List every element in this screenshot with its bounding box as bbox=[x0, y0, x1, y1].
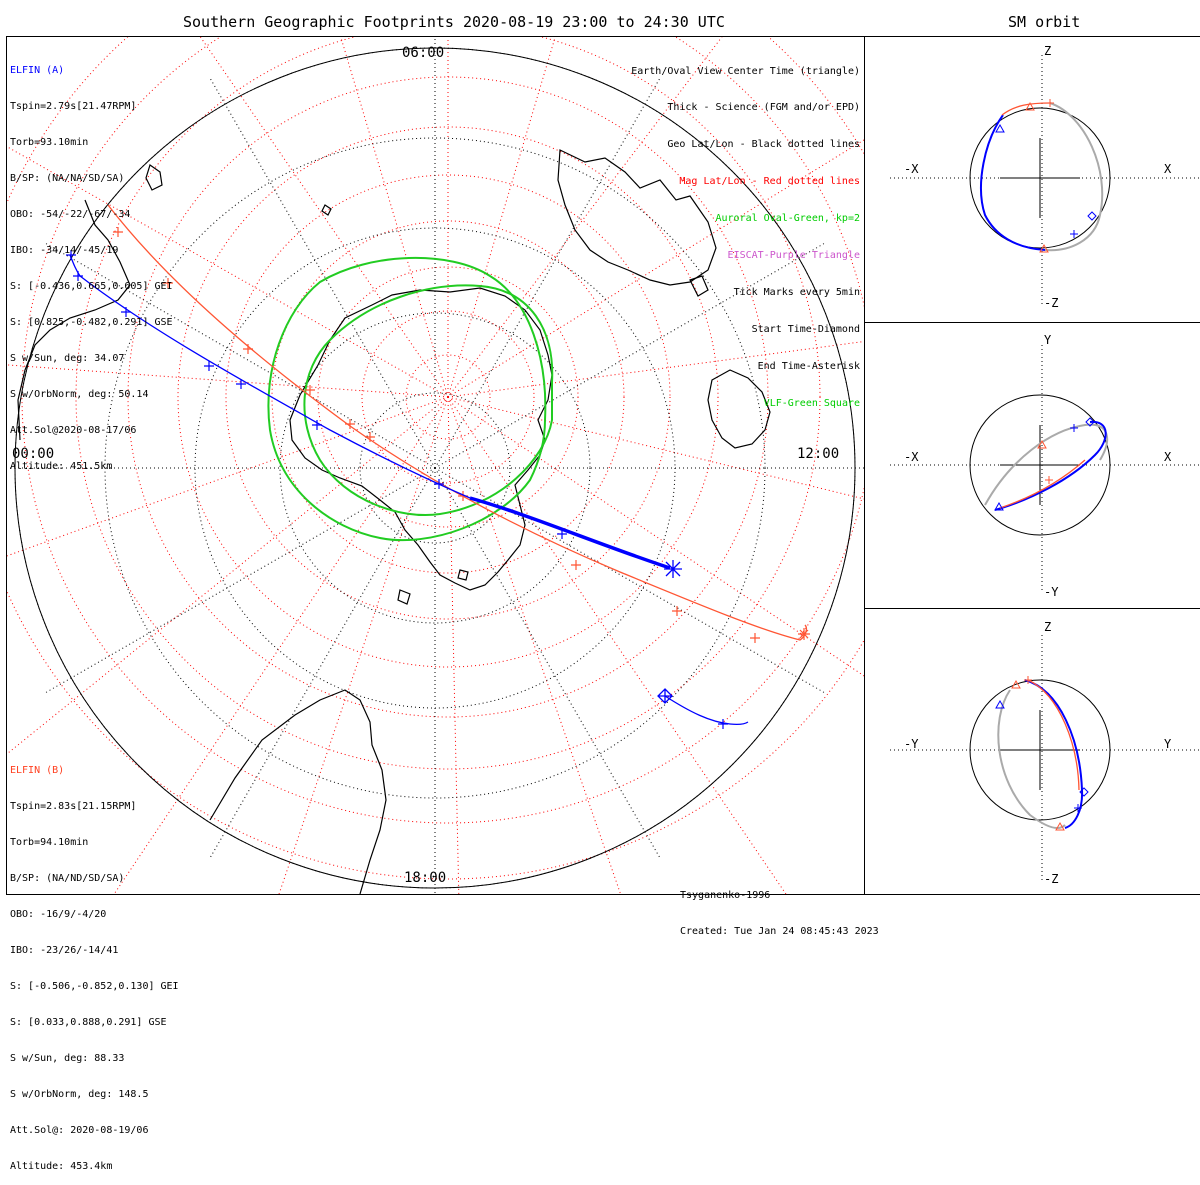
legend-item: End Time-Asterisk bbox=[757, 360, 860, 372]
orbit-divider-1 bbox=[864, 322, 1200, 323]
elfin-b-end-asterisk bbox=[798, 628, 810, 640]
elfin-b-info: ELFIN (B) Tspin=2.83s[21.15RPM] Torb=94.… bbox=[10, 741, 179, 1185]
australia-outline bbox=[557, 149, 717, 286]
elfin-a-name: ELFIN (A) bbox=[10, 65, 65, 76]
footer-created: Created: Tue Jan 24 08:45:43 2023 bbox=[680, 926, 879, 937]
south-america-outline bbox=[209, 689, 387, 894]
legend-item: Auroral Oval-Green, kp=2 bbox=[715, 213, 861, 225]
orbit1-top-label: Z bbox=[1044, 44, 1052, 58]
footer: Tsyganenko-1996 Created: Tue Jan 24 08:4… bbox=[680, 866, 879, 950]
elfin-a-second-segment bbox=[664, 695, 749, 726]
orbit3-top-label: Z bbox=[1044, 620, 1052, 634]
orbit3-left-label: -Y bbox=[904, 737, 919, 751]
elfin-a-end-asterisk bbox=[664, 560, 682, 578]
map-title: Southern Geographic Footprints 2020-08-1… bbox=[183, 13, 725, 31]
orbit2-left-label: -X bbox=[904, 450, 919, 464]
clock-label-top: 06:00 bbox=[402, 45, 445, 61]
mag-lon-lines bbox=[7, 37, 864, 894]
clock-label-bottom: 18:00 bbox=[404, 870, 447, 886]
elfin-b-line: B/SP: (NA/ND/SD/SA) bbox=[10, 873, 125, 884]
legend: Earth/Oval View Center Time (triangle) T… bbox=[631, 41, 860, 422]
elfin-b-name: ELFIN (B) bbox=[10, 765, 65, 776]
footprint-map bbox=[7, 37, 864, 894]
legend-item: Tick Marks every 5min bbox=[733, 286, 860, 298]
elfin-a-line: OBO: -54/-22/-67/-34 bbox=[10, 209, 131, 220]
footer-model: Tsyganenko-1996 bbox=[680, 890, 771, 901]
legend-item: Earth/Oval View Center Time (triangle) bbox=[631, 65, 860, 77]
elfin-b-line: S: [-0.506,-0.852,0.130] GEI bbox=[10, 981, 179, 992]
orbit3-bottom-label: -Z bbox=[1044, 872, 1059, 886]
elfin-b-footprint-line bbox=[107, 204, 807, 641]
elfin-a-info: ELFIN (A) Tspin=2.79s[21.47RPM] Torb=93.… bbox=[10, 41, 173, 485]
legend-item: VLF-Green Square bbox=[763, 397, 860, 409]
new-zealand-outline bbox=[707, 369, 771, 449]
elfin-b-line: S: [0.033,0.888,0.291] GSE bbox=[10, 1017, 167, 1028]
orbit1-left-label: -X bbox=[904, 162, 919, 176]
elfin-b-line: Altitude: 453.4km bbox=[10, 1161, 113, 1172]
auroral-oval-inner bbox=[303, 284, 554, 516]
elfin-a-line: Tspin=2.79s[21.47RPM] bbox=[10, 101, 137, 112]
clock-label-right: 12:00 bbox=[797, 446, 840, 462]
elfin-a-track bbox=[66, 250, 749, 729]
elfin-b-line: S w/OrbNorm, deg: 148.5 bbox=[10, 1089, 149, 1100]
orbit2-bottom-label: -Y bbox=[1044, 585, 1059, 599]
legend-item: EISCAT-Purple Triangle bbox=[727, 250, 860, 262]
orbit-title: SM orbit bbox=[1008, 13, 1081, 31]
elfin-a-start-diamond bbox=[657, 688, 673, 704]
legend-item: Thick - Science (FGM and/or EPD) bbox=[667, 102, 860, 114]
elfin-b-track bbox=[107, 204, 810, 643]
elfin-a-start-asterisk bbox=[66, 250, 76, 260]
legend-item: Mag Lat/Lon - Red dotted lines bbox=[679, 176, 860, 188]
tasmania-outline bbox=[689, 275, 709, 297]
antarctica-outline bbox=[289, 287, 553, 591]
elfin-a-line: B/SP: (NA/NA/SD/SA) bbox=[10, 173, 125, 184]
elfin-a-line: IBO: -34/14/-45/19 bbox=[10, 245, 119, 256]
orbit1-bottom-label: -Z bbox=[1044, 296, 1059, 310]
elfin-a-line: S w/OrbNorm, deg: 50.14 bbox=[10, 389, 149, 400]
auroral-oval-outer bbox=[267, 257, 547, 542]
elfin-a-line: Altitude: 451.5km bbox=[10, 461, 113, 472]
elfin-b-line: IBO: -23/26/-14/41 bbox=[10, 945, 119, 956]
legend-item: Start Time-Diamond bbox=[751, 323, 860, 335]
earth-limb bbox=[14, 47, 856, 889]
elfin-b-line: Torb=94.10min bbox=[10, 837, 89, 848]
orbit3-right-label: Y bbox=[1164, 737, 1172, 751]
orbit2-right-label: X bbox=[1164, 450, 1172, 464]
orbit1-right-label: X bbox=[1164, 162, 1172, 176]
orbit-panel-frame bbox=[864, 36, 1200, 895]
auroral-oval bbox=[267, 257, 554, 542]
elfin-a-tick-marks bbox=[73, 271, 567, 539]
orbit2-top-label: Y bbox=[1044, 333, 1052, 347]
elfin-b-line: OBO: -16/9/-4/20 bbox=[10, 909, 107, 920]
elfin-a-line: Torb=93.10min bbox=[10, 137, 89, 148]
legend-item: Geo Lat/Lon - Black dotted lines bbox=[667, 139, 860, 151]
elfin-a-tick-second bbox=[718, 719, 728, 729]
geo-lon-lines bbox=[7, 37, 864, 894]
elfin-a-line: S: [-0.436,0.665,0.605] GEI bbox=[10, 281, 173, 292]
elfin-a-line: Att.Sol@2020-08-17/06 bbox=[10, 425, 137, 436]
elfin-b-line: S w/Sun, deg: 88.33 bbox=[10, 1053, 125, 1064]
elfin-b-line: Att.Sol@: 2020-08-19/06 bbox=[10, 1125, 149, 1136]
elfin-a-science-segment bbox=[469, 496, 671, 570]
mag-lat-circles bbox=[7, 37, 864, 880]
elfin-a-line: S w/Sun, deg: 34.07 bbox=[10, 353, 125, 364]
madagascar-outline bbox=[145, 164, 163, 191]
elfin-b-line: Tspin=2.83s[21.15RPM] bbox=[10, 801, 137, 812]
islands-south bbox=[321, 204, 469, 605]
elfin-b-tick-marks bbox=[113, 227, 760, 643]
elfin-a-line: S: [0.825,-0.482,0.291] GSE bbox=[10, 317, 173, 328]
africa-outline bbox=[17, 199, 131, 441]
orbit-divider-2 bbox=[864, 608, 1200, 609]
clock-label-left: 00:00 bbox=[12, 446, 55, 462]
continent-outlines bbox=[17, 149, 771, 894]
